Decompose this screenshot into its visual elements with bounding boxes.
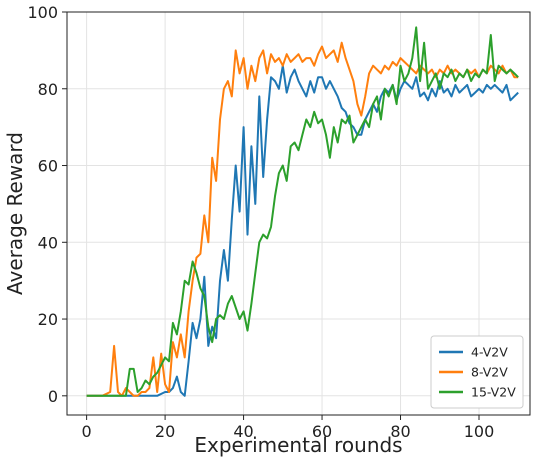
x-tick-label: 100 (464, 422, 495, 441)
y-tick-label: 80 (38, 80, 58, 99)
y-tick-label: 0 (48, 387, 58, 406)
y-axis-label: Average Reward (3, 132, 27, 295)
y-tick-label: 40 (38, 233, 58, 252)
y-tick-label: 100 (27, 3, 58, 22)
legend-label: 15-V2V (471, 385, 516, 400)
series-line-1 (86, 64, 519, 397)
x-axis-ticks: 0 20 40 60 80 100 (82, 415, 495, 441)
series-lines (86, 26, 519, 397)
plot-frame (66, 11, 531, 416)
y-tick-label: 60 (38, 157, 58, 176)
legend-label: 8-V2V (471, 365, 508, 380)
series-line-2 (86, 41, 519, 397)
legend: 4-V2V 8-V2V 15-V2V (430, 335, 524, 409)
x-axis-label: Experimental rounds (194, 433, 402, 457)
x-tick-label: 60 (312, 422, 332, 441)
legend-box (430, 335, 524, 409)
y-tick-label: 20 (38, 310, 58, 329)
x-tick-label: 40 (233, 422, 253, 441)
y-axis-ticks: 0 20 40 60 80 100 (27, 3, 67, 406)
x-tick-label: 80 (390, 422, 410, 441)
series-line-3 (86, 26, 519, 397)
x-tick-label: 0 (82, 422, 92, 441)
x-tick-label: 20 (155, 422, 175, 441)
legend-label: 4-V2V (471, 345, 508, 360)
